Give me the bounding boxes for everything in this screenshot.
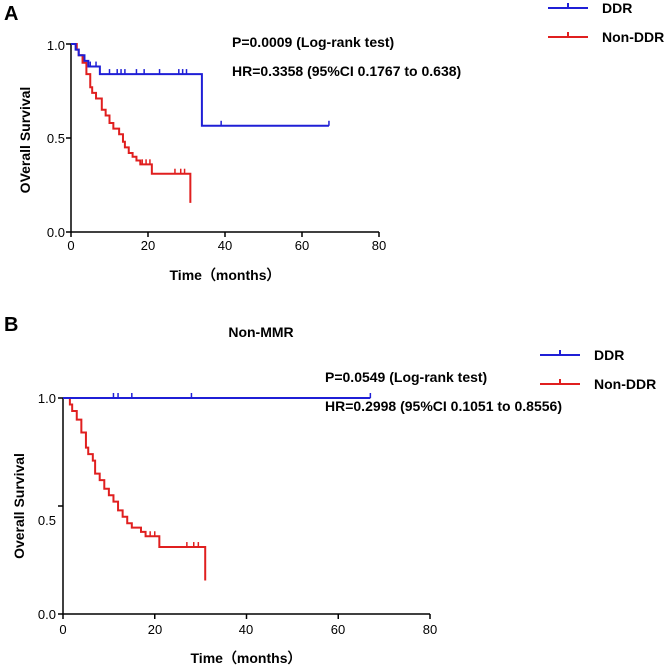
x-tick-label: 60 bbox=[331, 622, 345, 637]
x-axis-label: Time（months） bbox=[170, 267, 281, 283]
y-axis-label: OVerall Survival bbox=[17, 87, 33, 194]
hr-annotation: HR=0.3358 (95%CI 0.1767 to 0.638) bbox=[232, 63, 461, 79]
survival-curve-non-ddr bbox=[63, 397, 207, 581]
x-tick-label: 20 bbox=[141, 238, 155, 253]
x-tick-label: 60 bbox=[295, 238, 309, 253]
legend: DDR Non-DDR bbox=[548, 0, 664, 45]
p-value-annotation: P=0.0009 (Log-rank test) bbox=[232, 34, 394, 50]
panel-b: B Non-MMR DDR Non-DDR P=0.0549 (Log-rank… bbox=[4, 314, 656, 666]
plot-area bbox=[63, 393, 372, 581]
p-value-annotation: P=0.0549 (Log-rank test) bbox=[325, 369, 487, 385]
legend-label-ddr: DDR bbox=[602, 0, 632, 16]
y-tick-label: 0.0 bbox=[47, 225, 65, 240]
x-tick-label: 0 bbox=[67, 238, 74, 253]
x-tick-label: 40 bbox=[218, 238, 232, 253]
y-tick-label: 0.5 bbox=[38, 513, 56, 528]
x-tick-label: 40 bbox=[239, 622, 253, 637]
panel-a: A DDR Non-DDR P=0.0009 (Log-rank test) H… bbox=[4, 0, 664, 283]
legend-label-non-ddr: Non-DDR bbox=[602, 29, 664, 45]
survival-curve-non-ddr bbox=[71, 43, 192, 203]
panel-letter: B bbox=[4, 314, 18, 336]
legend: DDR Non-DDR bbox=[540, 347, 656, 392]
x-axis-label: Time（months） bbox=[191, 650, 302, 666]
survival-curve-ddr bbox=[71, 43, 329, 127]
ticks: 0.0 0.5 1.0 0 20 40 60 80 bbox=[38, 391, 437, 637]
x-tick-label: 20 bbox=[148, 622, 162, 637]
y-axis-label: Overall Survival bbox=[11, 453, 27, 559]
ticks: 0.0 0.5 1.0 0 20 40 60 80 bbox=[47, 38, 386, 253]
y-tick-label: 1.0 bbox=[38, 391, 56, 406]
plot-area bbox=[71, 43, 330, 203]
x-tick-label: 0 bbox=[59, 622, 66, 637]
chart-title: Non-MMR bbox=[228, 324, 293, 340]
y-tick-label: 1.0 bbox=[47, 38, 65, 53]
legend-label-ddr: DDR bbox=[594, 347, 624, 363]
hr-annotation: HR=0.2998 (95%CI 0.1051 to 0.8556) bbox=[325, 398, 562, 414]
x-tick-label: 80 bbox=[423, 622, 437, 637]
y-tick-label: 0.5 bbox=[47, 131, 65, 146]
legend-label-non-ddr: Non-DDR bbox=[594, 376, 656, 392]
x-tick-label: 80 bbox=[372, 238, 386, 253]
y-tick-label: 0.0 bbox=[38, 607, 56, 622]
panel-letter: A bbox=[4, 3, 18, 25]
